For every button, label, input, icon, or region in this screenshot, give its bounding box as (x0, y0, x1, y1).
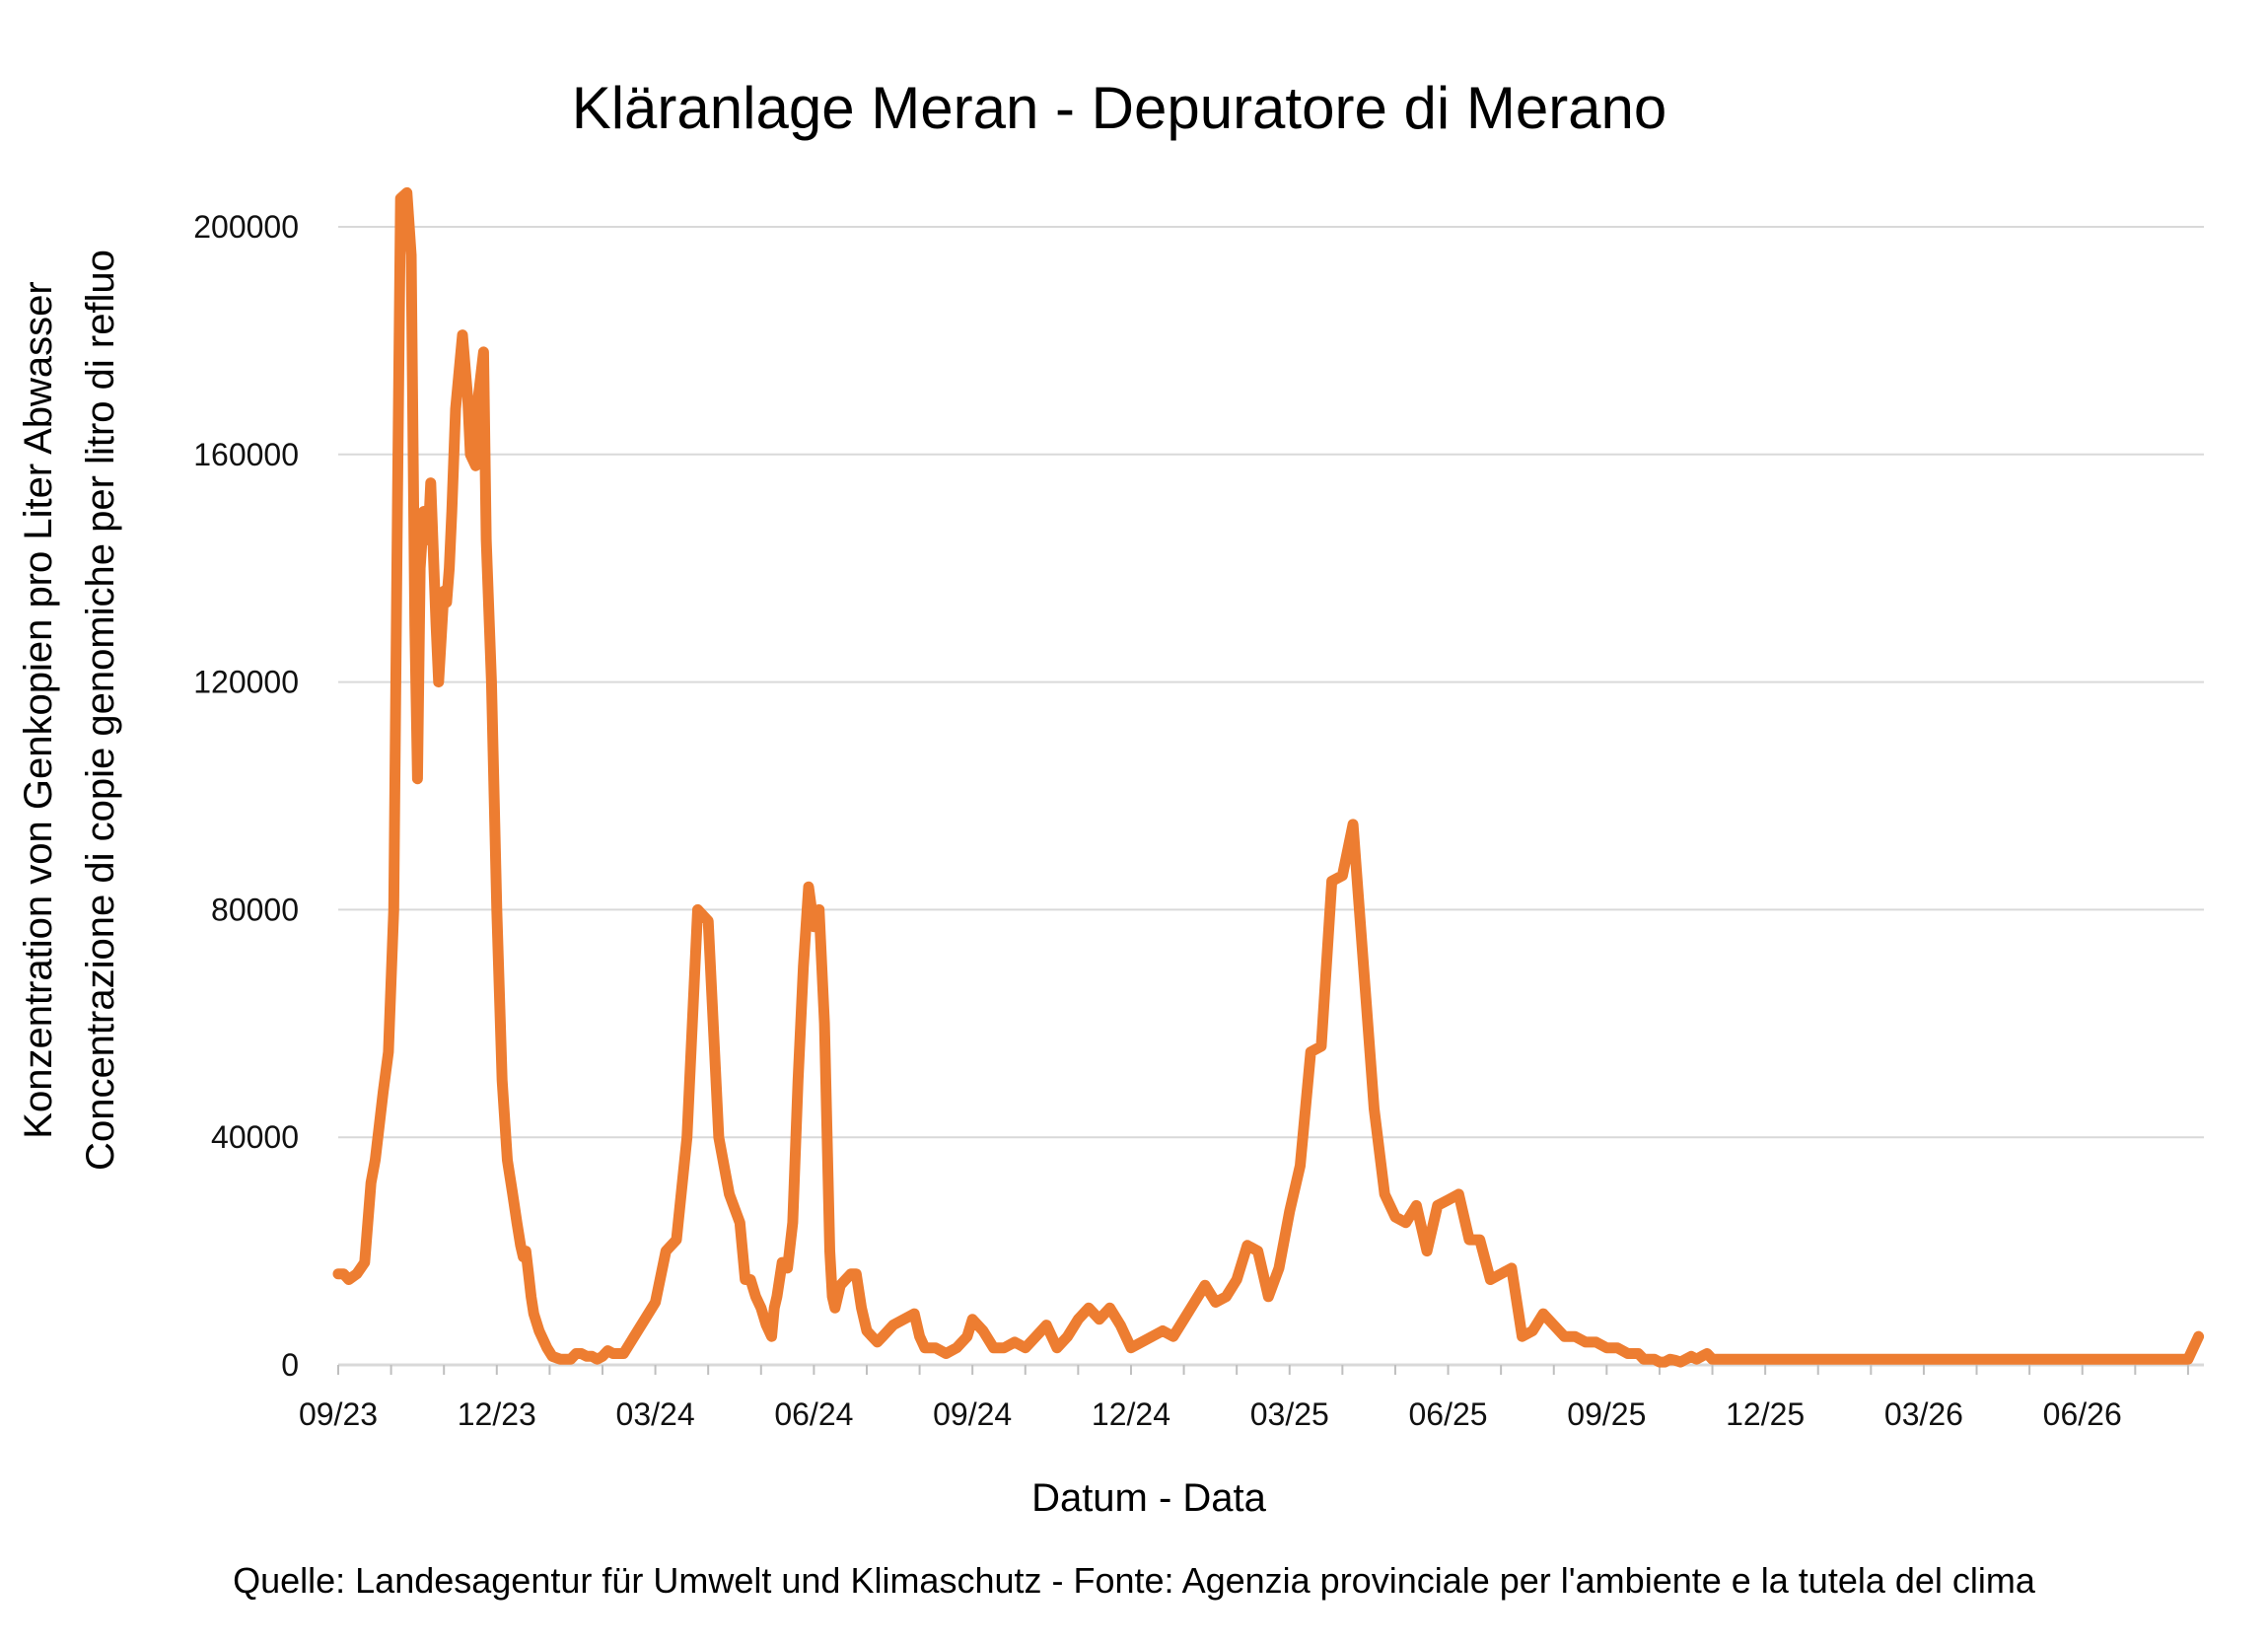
x-tick-label: 03/25 (1250, 1396, 1329, 1432)
y-axis-ticks: 0 40000 80000 120000 160000 200000 (193, 209, 299, 1383)
gridlines (338, 226, 2204, 1139)
y-tick-label: 0 (281, 1347, 299, 1383)
x-tick-label: 03/26 (1884, 1396, 1963, 1432)
x-tick-label: 06/24 (774, 1396, 853, 1432)
y-tick-label: 40000 (211, 1119, 299, 1155)
x-axis-ticks: 09/23 12/23 03/24 06/24 09/24 12/24 03/25 06/25… (299, 1396, 2122, 1432)
y-axis-label-line-1: Konzentration von Genkopien pro Liter Ab… (17, 281, 60, 1138)
x-tick-label: 06/25 (1409, 1396, 1488, 1432)
y-axis-label-line-2: Concentrazione di copie genomiche per li… (79, 250, 122, 1171)
x-tick-label: 12/24 (1092, 1396, 1170, 1432)
x-tick-label: 03/24 (616, 1396, 695, 1432)
x-tick-label: 06/26 (2043, 1396, 2122, 1432)
y-tick-label: 120000 (193, 665, 299, 700)
x-tick-label: 09/24 (933, 1396, 1012, 1432)
y-tick-label: 200000 (193, 209, 299, 245)
x-tick-label: 12/25 (1726, 1396, 1805, 1432)
y-tick-label: 80000 (211, 892, 299, 927)
x-tick-label: 09/25 (1567, 1396, 1646, 1432)
x-axis (337, 1363, 2204, 1375)
series-line (332, 186, 2205, 1368)
chart-title: Kläranlage Meran - Depuratore di Merano (572, 75, 1667, 141)
y-tick-label: 160000 (193, 437, 299, 472)
x-axis-label: Datum - Data (1031, 1476, 1267, 1520)
source-note: Quelle: Landesagentur für Umwelt und Kli… (233, 1560, 2036, 1601)
x-tick-label: 12/23 (458, 1396, 536, 1432)
x-tick-label: 09/23 (299, 1396, 378, 1432)
